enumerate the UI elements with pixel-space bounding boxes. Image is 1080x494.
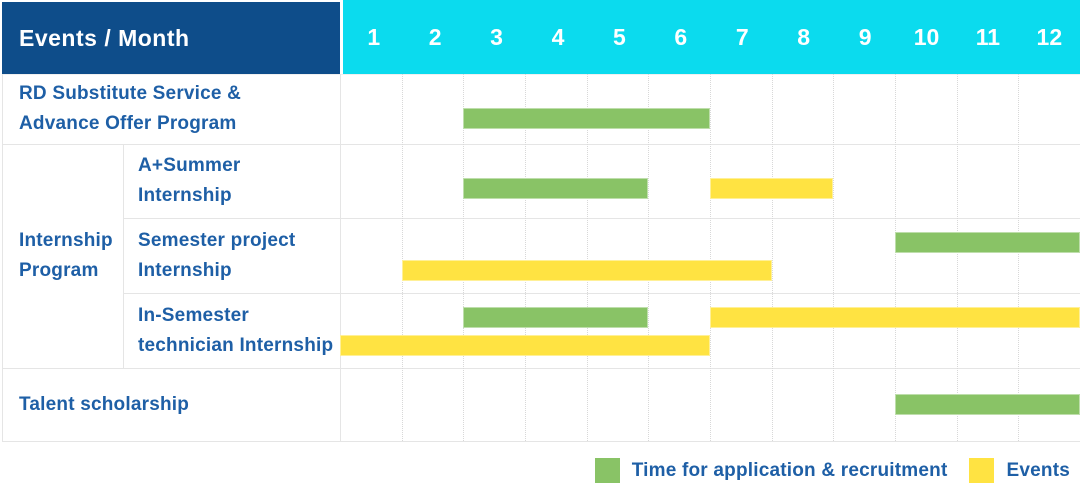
bars-area-talent-scholarship — [340, 368, 1080, 441]
row-group-label-internship-program: Internship Program — [2, 144, 123, 368]
legend-label: Time for application & recruitment — [631, 459, 948, 481]
grid-line-row1-bottom — [2, 144, 1080, 145]
application-recruitment-bar — [463, 307, 649, 328]
grid-line-table-left — [2, 74, 3, 441]
month-gridline — [771, 74, 773, 441]
month-header-strip: 1 2 3 4 5 6 7 8 9 10 11 12 — [343, 0, 1080, 74]
bars-area-a-plus-summer — [340, 144, 1080, 218]
application-recruitment-bar — [463, 108, 710, 129]
month-gridline — [956, 74, 958, 441]
grid-line-sub1-bottom — [123, 218, 1080, 219]
month-gridline — [463, 74, 465, 441]
legend-label: Events — [1006, 459, 1070, 481]
grid-line-sub2-bottom — [123, 293, 1080, 294]
row-label-text: RD Substitute Service & Advance Offer Pr… — [19, 83, 242, 134]
month-gridline — [586, 74, 588, 441]
grid-line-table-bottom — [2, 441, 1080, 442]
events-bar — [401, 260, 772, 281]
bars-area-rd-substitute — [340, 74, 1080, 144]
row-label-talent-scholarship: Talent scholarship — [2, 368, 340, 441]
month-header-cell: 3 — [490, 23, 503, 50]
events-bar — [710, 307, 1080, 328]
grid-line-label-column — [340, 74, 341, 441]
row-label-text: Talent scholarship — [19, 393, 190, 415]
events-month-header-cell: Events / Month — [2, 2, 340, 74]
row-label-in-semester-technician: In-Semester technician Internship — [123, 293, 340, 368]
month-header-cell: 10 — [913, 23, 940, 50]
month-gridline — [525, 74, 526, 441]
events-month-header-label: Events / Month — [19, 24, 190, 51]
month-gridline — [1018, 74, 1020, 441]
month-gridline — [833, 74, 835, 441]
bars-area-semester-project — [340, 218, 1080, 293]
row-label-text: Semester project Internship — [138, 229, 296, 281]
events-bar — [710, 178, 834, 199]
month-header-cell: 9 — [858, 23, 872, 50]
row-label-a-plus-summer: A+Summer Internship — [123, 144, 340, 218]
legend-item-events: Events — [969, 458, 1070, 483]
bars-area-in-semester-technician — [340, 293, 1080, 368]
month-header-cell: 12 — [1036, 23, 1063, 50]
month-header-cell: 7 — [735, 23, 749, 50]
legend-item-application-recruitment: Time for application & recruitment — [594, 458, 948, 483]
legend: Time for application & recruitment Event… — [594, 458, 1070, 483]
group-label-text: Internship Program — [19, 230, 113, 281]
month-header-cell: 11 — [975, 23, 1001, 50]
month-header-cell: 4 — [551, 23, 565, 50]
application-recruitment-bar — [895, 394, 1080, 415]
month-header-cell: 6 — [674, 23, 688, 50]
grid-line-group-bottom — [2, 368, 1080, 369]
row-label-semester-project: Semester project Internship — [123, 218, 340, 293]
application-recruitment-swatch-icon — [594, 458, 620, 483]
events-swatch-icon — [969, 458, 995, 483]
month-header-cell: 8 — [797, 23, 811, 50]
grid-line-header-bottom — [2, 74, 1080, 75]
month-gridline — [895, 74, 896, 441]
month-header-cell: 2 — [428, 23, 442, 50]
month-header-cell: 5 — [613, 23, 626, 50]
month-gridline — [710, 74, 711, 441]
row-label-text: A+Summer Internship — [138, 155, 241, 206]
row-label-text: In-Semester technician Internship — [138, 304, 334, 356]
application-recruitment-bar — [463, 178, 649, 199]
row-label-rd-substitute: RD Substitute Service & Advance Offer Pr… — [2, 74, 340, 144]
month-header-cell: 1 — [367, 23, 381, 50]
application-recruitment-bar — [895, 232, 1080, 253]
month-gridline — [648, 74, 650, 441]
grid-line-group-divider — [123, 144, 124, 368]
month-gridline — [401, 74, 403, 441]
events-bar — [340, 335, 710, 356]
